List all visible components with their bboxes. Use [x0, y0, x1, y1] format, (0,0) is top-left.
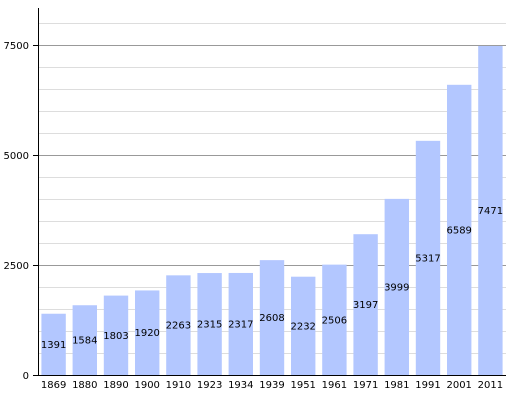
data-label-1910: 2263: [166, 321, 191, 332]
x-tick-label-1900: 1900: [134, 380, 159, 391]
y-tick-label: 0: [23, 371, 29, 382]
bar-1934: [228, 272, 253, 375]
data-label-1961: 2506: [322, 315, 347, 326]
bar-1981: [384, 198, 409, 375]
x-tick-label-1961: 1961: [322, 380, 347, 391]
y-tick-label: 2500: [4, 261, 29, 272]
bar-2001: [447, 84, 472, 375]
data-label-1923: 2315: [197, 320, 222, 331]
x-tick-label-1951: 1951: [290, 380, 315, 391]
bar-1951: [291, 276, 316, 375]
bar-1869: [41, 313, 66, 375]
bar-1961: [322, 264, 347, 375]
x-tick-label-1991: 1991: [415, 380, 440, 391]
x-tick-label-1910: 1910: [166, 380, 191, 391]
bar-1910: [166, 275, 191, 375]
data-label-2011: 7471: [478, 206, 503, 217]
data-label-1939: 2608: [259, 313, 284, 324]
data-label-1869: 1391: [41, 340, 66, 351]
x-tick-label-1939: 1939: [259, 380, 284, 391]
data-label-1971: 3197: [353, 300, 378, 311]
bar-1900: [135, 290, 160, 375]
x-tick-label-1981: 1981: [384, 380, 409, 391]
data-label-1981: 3999: [384, 282, 409, 293]
x-tick-label-2001: 2001: [446, 380, 471, 391]
y-tick-label: 7500: [4, 41, 29, 52]
bar-1971: [353, 234, 378, 375]
x-tick-label-1869: 1869: [41, 380, 66, 391]
bar-1880: [72, 305, 97, 375]
bar-1991: [415, 140, 441, 375]
x-tick-label-2011: 2011: [478, 380, 503, 391]
bar-2011: [478, 45, 503, 376]
data-label-1880: 1584: [72, 336, 97, 347]
data-label-2001: 6589: [446, 225, 471, 236]
x-tick-label-1880: 1880: [72, 380, 97, 391]
bar-1890: [103, 295, 129, 375]
bars: [41, 45, 503, 376]
x-tick-label-1934: 1934: [228, 380, 253, 391]
axes: [33, 8, 506, 376]
data-label-1900: 1920: [134, 328, 159, 339]
bar-1939: [259, 260, 285, 375]
data-label-1951: 2232: [290, 321, 315, 332]
data-label-1890: 1803: [103, 331, 128, 342]
data-label-1991: 5317: [415, 253, 440, 264]
labels: 0 2500 5000 7500 1391 1869 1584 1880 1803 1890 192…: [4, 41, 504, 391]
y-tick-label: 5000: [4, 151, 29, 162]
bar-1923: [197, 273, 222, 375]
data-label-1934: 2317: [228, 319, 253, 330]
x-tick-label-1890: 1890: [103, 380, 128, 391]
x-tick-label-1971: 1971: [353, 380, 378, 391]
x-tick-label-1923: 1923: [197, 380, 222, 391]
